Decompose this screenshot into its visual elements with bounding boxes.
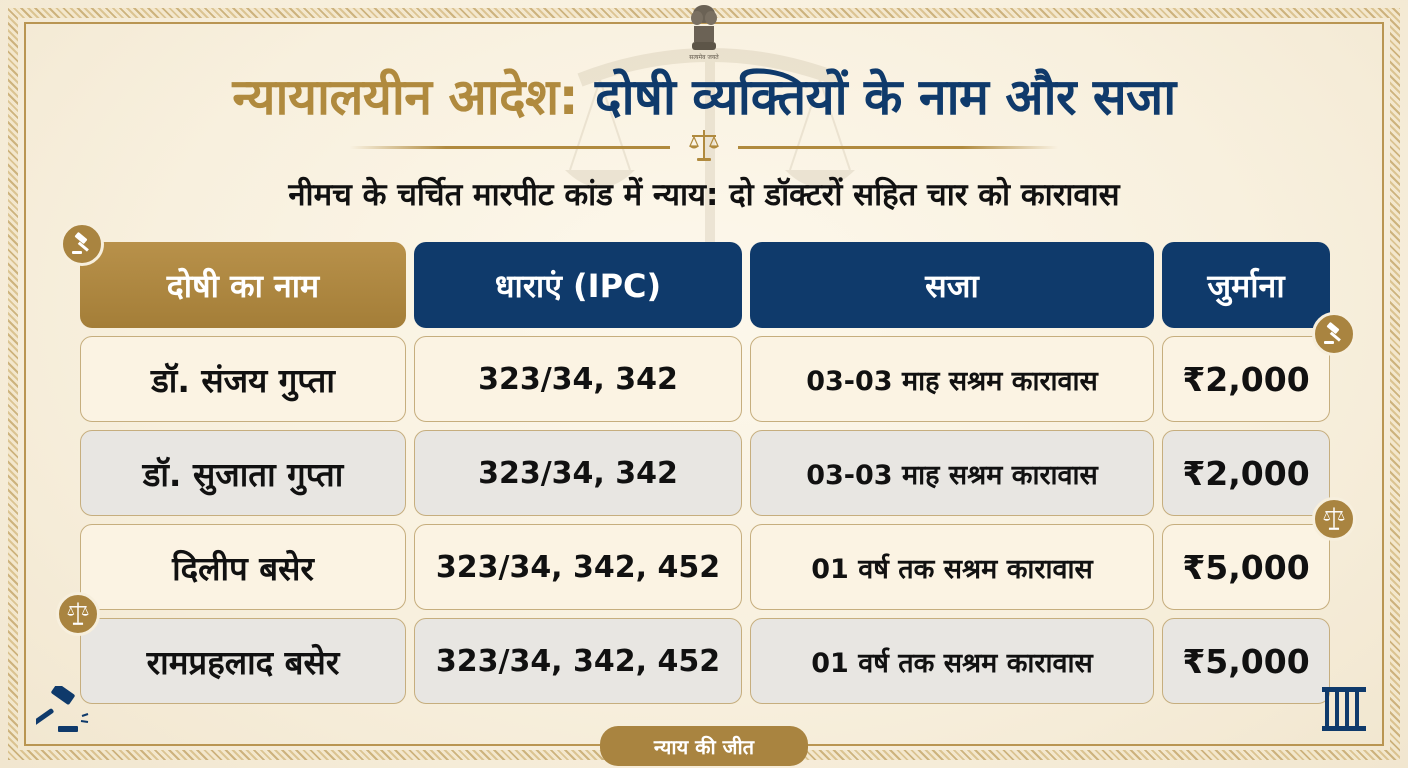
table-row-3-sections: 323/34, 342, 452 — [414, 524, 742, 610]
table-row-2-sections: 323/34, 342 — [414, 430, 742, 516]
page-title: न्यायालयीन आदेश: दोषी व्यक्तियों के नाम … — [0, 62, 1408, 132]
scales-watermark-icon — [565, 48, 855, 250]
table-row-1-fine: ₹2,000 — [1162, 336, 1330, 422]
column-header-name: दोषी का नाम — [80, 242, 406, 328]
table-row-1-name: डॉ. संजय गुप्ता — [80, 336, 406, 422]
table-row-3-fine: ₹5,000 — [1162, 524, 1330, 610]
jail-bars-icon — [1322, 687, 1366, 731]
gavel-icon — [1312, 312, 1356, 356]
table-row-1-sentence: 03-03 माह सश्रम कारावास — [750, 336, 1154, 422]
table-row-2-fine: ₹2,000 — [1162, 430, 1330, 516]
title-gold-part: न्यायालयीन आदेश: — [232, 68, 579, 126]
table-row-4-name: रामप्रहलाद बसेर — [80, 618, 406, 704]
table-row-2-sentence: 03-03 माह सश्रम कारावास — [750, 430, 1154, 516]
footer-badge: न्याय की जीत — [600, 726, 808, 766]
title-divider-right — [738, 146, 1058, 149]
gavel-icon — [60, 222, 104, 266]
subtitle: नीमच के चर्चित मारपीट कांड में न्याय: दो… — [288, 177, 1120, 213]
table-row-4-sections: 323/34, 342, 452 — [414, 618, 742, 704]
gavel-icon — [36, 686, 89, 732]
title-navy-part: दोषी व्यक्तियों के नाम और सजा — [595, 68, 1176, 126]
table-row-2-name: डॉ. सुजाता गुप्ता — [80, 430, 406, 516]
table-row-4-fine: ₹5,000 — [1162, 618, 1330, 704]
column-header-fine: जुर्माना — [1162, 242, 1330, 328]
table-row-3-sentence: 01 वर्ष तक सश्रम कारावास — [750, 524, 1154, 610]
title-divider-left — [350, 146, 670, 149]
table-row-4-sentence: 01 वर्ष तक सश्रम कारावास — [750, 618, 1154, 704]
column-header-sentence: सजा — [750, 242, 1154, 328]
table-row-3-name: दिलीप बसेर — [80, 524, 406, 610]
table-row-1-sections: 323/34, 342 — [414, 336, 742, 422]
scales-of-justice-icon — [1312, 497, 1356, 541]
national-emblem-icon: सत्यमेव जयते — [689, 5, 719, 61]
scales-of-justice-icon — [56, 592, 100, 636]
svg-text:सत्यमेव जयते: सत्यमेव जयते — [689, 53, 719, 61]
scales-of-justice-icon — [689, 130, 719, 161]
column-header-sections: धाराएं (IPC) — [414, 242, 742, 328]
